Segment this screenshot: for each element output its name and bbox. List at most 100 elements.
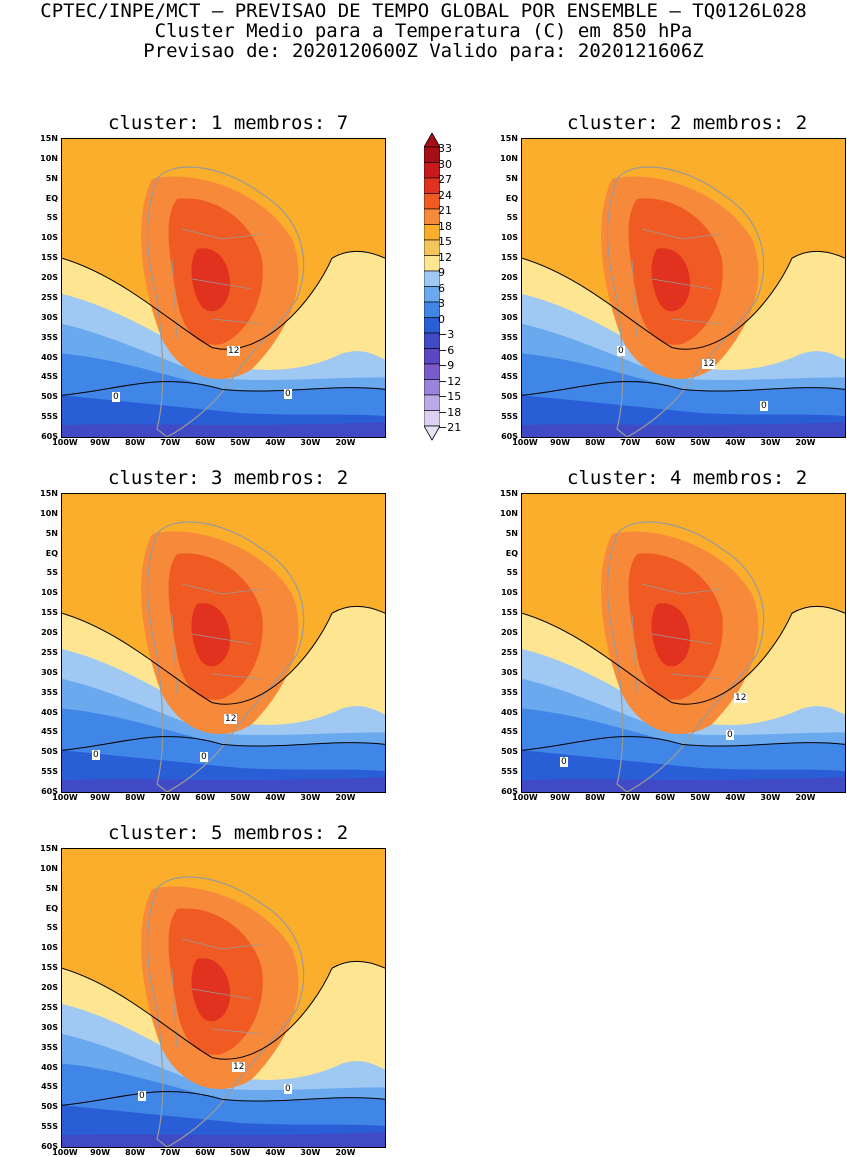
lat-tick-label: 25S: [41, 292, 58, 302]
contour-label: 0: [726, 730, 734, 740]
colorbar: 33 30 27 24 21 18 15 12 9 6 3 0 −3 −6 −9 −12 −15 −18 −21: [423, 132, 461, 447]
lat-tick-label: 20S: [501, 273, 518, 283]
lat-tick-label: 15N: [40, 134, 58, 143]
contour-line-12: [522, 250, 845, 350]
contour-label: 12: [224, 714, 238, 724]
temperature-map: [61, 848, 386, 1148]
lat-tick-label: 35S: [41, 1042, 58, 1052]
header-line-2: Cluster Medio para a Temperatura (C) em …: [154, 20, 693, 42]
contour-line-12: [62, 250, 385, 350]
lat-tick-label: 50S: [501, 392, 518, 402]
panel-title: cluster: 1 membros: 7: [108, 112, 349, 134]
lon-tick-label: 50W: [230, 793, 251, 802]
lat-tick-label: 5N: [45, 528, 58, 538]
lon-tick-label: 40W: [265, 1148, 286, 1157]
lat-tick-label: 20S: [41, 983, 58, 993]
temperature-band: [522, 777, 845, 792]
lat-tick-label: 25S: [501, 292, 518, 302]
lat-tick-label: 15N: [500, 489, 518, 498]
lon-tick-label: 80W: [585, 438, 606, 447]
temperature-band: [62, 422, 385, 437]
lon-tick-label: 60W: [655, 793, 676, 802]
lat-tick-label: 40S: [41, 1062, 58, 1072]
colorbar-label: −18: [438, 405, 462, 419]
temperature-band: [522, 422, 845, 437]
contour-label: 0: [617, 346, 625, 356]
lon-tick-label: 80W: [125, 438, 146, 447]
lat-tick-label: 5S: [46, 923, 58, 933]
panel-title: cluster: 4 membros: 2: [567, 467, 808, 489]
colorbar-swatches: [423, 132, 441, 441]
lon-tick-label: 100W: [512, 793, 538, 802]
lat-tick-label: 45S: [41, 372, 58, 382]
lat-tick-label: 5N: [505, 173, 518, 183]
lon-tick-label: 100W: [52, 793, 78, 802]
lat-tick-label: 15S: [41, 963, 58, 973]
contour-line-0: [522, 381, 845, 396]
contour-label: 0: [92, 750, 100, 760]
contour-label: 12: [232, 1062, 246, 1072]
contour-line-12: [522, 605, 845, 705]
lon-tick-label: 20W: [795, 438, 816, 447]
lat-tick-label: 15S: [41, 608, 58, 618]
lat-tick-label: EQ: [45, 903, 58, 913]
lat-tick-label: 5S: [506, 213, 518, 223]
lon-tick-label: 90W: [90, 438, 111, 447]
lon-tick-label: 60W: [655, 438, 676, 447]
lon-tick-label: 30W: [760, 793, 781, 802]
lon-tick-label: 40W: [725, 438, 746, 447]
lat-tick-label: 35S: [41, 332, 58, 342]
lat-tick-label: 30S: [41, 1022, 58, 1032]
contour-line-0: [62, 381, 385, 396]
contour-label: 12: [734, 693, 748, 703]
lat-tick-label: 40S: [501, 707, 518, 717]
contour-label: 0: [284, 1084, 292, 1094]
contour-label: 0: [200, 752, 208, 762]
lon-tick-label: 20W: [335, 793, 356, 802]
lon-tick-label: 50W: [690, 793, 711, 802]
lat-tick-label: 10N: [500, 508, 518, 518]
lat-tick-label: 50S: [41, 1102, 58, 1112]
lat-tick-label: 60S: [501, 787, 518, 796]
lon-tick-label: 70W: [620, 438, 641, 447]
lat-tick-label: 15S: [41, 253, 58, 263]
lon-tick-label: 60W: [195, 438, 216, 447]
lat-tick-label: 10N: [40, 863, 58, 873]
colorbar-label: 27: [438, 173, 452, 186]
panel-title: cluster: 3 membros: 2: [108, 467, 349, 489]
header-line-1: CPTEC/INPE/MCT – PREVISAO DE TEMPO GLOBA…: [40, 0, 807, 22]
country-borders: [171, 228, 263, 340]
lat-tick-label: 5N: [45, 173, 58, 183]
lat-tick-label: 35S: [501, 332, 518, 342]
warm-core-region: [191, 603, 231, 667]
lon-tick-label: 70W: [620, 793, 641, 802]
lon-tick-label: 60W: [195, 793, 216, 802]
lon-tick-label: 20W: [335, 438, 356, 447]
lon-tick-label: 70W: [160, 1148, 181, 1157]
colorbar-label: −12: [438, 374, 462, 388]
contour-line-12: [62, 960, 385, 1060]
lat-tick-label: EQ: [45, 548, 58, 558]
colorbar-label: 9: [438, 266, 445, 279]
lat-tick-label: 10S: [501, 588, 518, 598]
lat-tick-label: 45S: [501, 372, 518, 382]
contour-label: 0: [284, 389, 292, 399]
south-america-coastline: [146, 166, 305, 437]
lon-tick-label: 20W: [335, 1148, 356, 1157]
lon-tick-label: 90W: [550, 793, 571, 802]
temperature-map: [61, 138, 386, 438]
header-line-3: Previsao de: 2020120600Z Valido para: 20…: [143, 40, 704, 62]
lat-tick-label: EQ: [45, 193, 58, 203]
lat-tick-label: 55S: [501, 767, 518, 777]
lon-tick-label: 30W: [300, 1148, 321, 1157]
lat-tick-label: 15S: [501, 253, 518, 263]
colorbar-label: 30: [438, 157, 452, 171]
lon-tick-label: 60W: [195, 1148, 216, 1157]
lat-tick-label: 60S: [41, 1142, 58, 1151]
warm-core-region: [651, 248, 691, 312]
lat-tick-label: 5S: [506, 568, 518, 578]
temperature-band: [62, 1132, 385, 1147]
lat-tick-label: 30S: [501, 312, 518, 322]
lon-tick-label: 70W: [160, 793, 181, 802]
lat-tick-label: 30S: [501, 667, 518, 677]
